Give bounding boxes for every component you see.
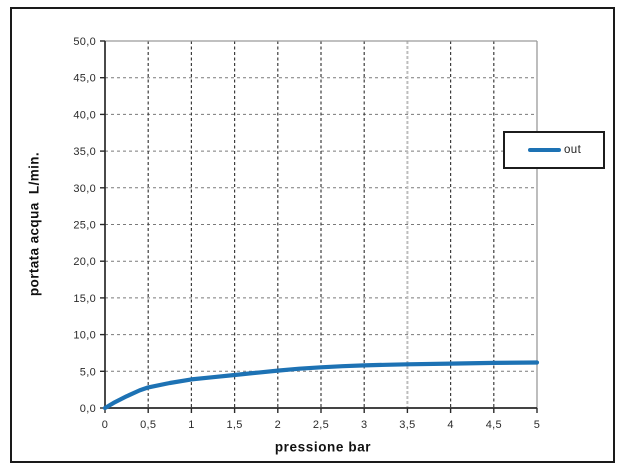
legend: out bbox=[503, 131, 605, 169]
x-tick-label: 3,5 bbox=[399, 419, 415, 431]
y-tick-label: 0,0 bbox=[80, 403, 96, 415]
x-tick-label: 2 bbox=[275, 419, 281, 431]
y-tick-label: 30,0 bbox=[73, 183, 96, 195]
x-tick-label: 1,5 bbox=[226, 419, 242, 431]
legend-line-sample bbox=[528, 148, 561, 152]
chart-border bbox=[10, 7, 615, 463]
legend-label: out bbox=[564, 144, 582, 156]
y-tick-label: 5,0 bbox=[80, 366, 96, 378]
y-tick-label: 20,0 bbox=[73, 256, 96, 268]
x-axis-title: pressione bar bbox=[274, 439, 372, 455]
x-tick-label: 4 bbox=[447, 419, 453, 431]
y-tick-label: 25,0 bbox=[73, 220, 96, 232]
x-tick-label: 0,5 bbox=[140, 419, 156, 431]
x-tick-label: 2,5 bbox=[313, 419, 329, 431]
y-tick-label: 45,0 bbox=[73, 73, 96, 85]
y-tick-label: 15,0 bbox=[73, 293, 96, 305]
series-line-out bbox=[102, 360, 540, 411]
y-tick-label: 35,0 bbox=[73, 146, 96, 158]
y-tick-label: 40,0 bbox=[73, 109, 96, 121]
x-tick-label: 5 bbox=[534, 419, 540, 431]
x-tick-label: 0 bbox=[102, 419, 108, 431]
y-tick-label: 10,0 bbox=[73, 330, 96, 342]
x-tick-label: 3 bbox=[361, 419, 367, 431]
y-axis-title: portata acqua L/min. bbox=[26, 151, 42, 297]
x-tick-label: 1 bbox=[188, 419, 194, 431]
x-tick-label: 4,5 bbox=[486, 419, 502, 431]
y-tick-label: 50,0 bbox=[73, 36, 96, 48]
